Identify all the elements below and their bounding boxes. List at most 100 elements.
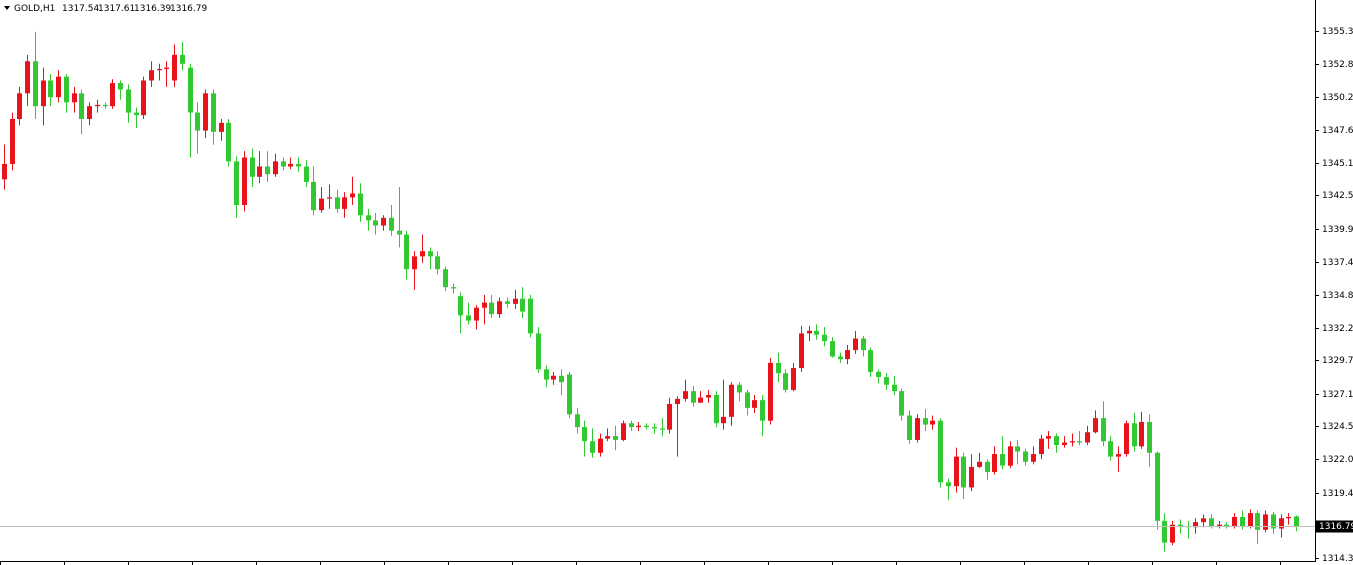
header-low: 1316.39 [134,4,171,14]
candle-body [629,423,634,428]
candle-body [698,397,703,403]
candle-body [675,398,680,404]
price-label: 1316.79 [1319,522,1353,532]
candle-body [1286,516,1291,519]
y-tick-label: 1332.25 [1322,324,1353,334]
candle-body [551,375,556,380]
candle-body [745,392,750,408]
candle-body [1201,518,1206,523]
candle-body [915,418,920,440]
candle-body [714,395,719,424]
candle-body [466,315,471,321]
candle-body [56,76,61,98]
candle-body [342,197,347,209]
candle-body [149,70,154,81]
candle-body [752,400,757,408]
candle-body [1232,516,1237,526]
candle-body [358,193,363,216]
candle-body [1000,454,1005,466]
candle-body [1139,421,1144,447]
candle-body [1108,441,1113,457]
candle-body [103,104,108,107]
price-label-box [1316,520,1353,533]
candle-body [923,418,928,425]
candle-body [350,193,355,198]
candle-body [613,436,618,440]
candle-body [373,220,378,226]
candle-body [598,438,603,453]
candle-body [482,302,487,308]
candle-body [110,83,115,107]
x-ticks [0,561,1281,565]
candle-body [946,482,951,487]
candle-body [2,163,7,180]
candle-body [172,54,177,81]
candle-body [25,61,30,94]
candle-body [164,67,169,69]
candle-body [195,112,200,131]
candle-body [474,307,479,321]
candle-body [930,420,935,425]
candle-body [242,157,247,206]
candle-body [992,454,997,473]
candle-body [451,287,456,289]
y-tick-label: 1347.65 [1322,126,1353,136]
candle-body [180,54,185,64]
candle-body [412,256,417,270]
candle-body [868,350,873,372]
y-tick-label: 1350.25 [1322,93,1353,103]
candle-body [265,166,270,175]
candle-body [853,338,858,351]
candle-body [157,68,162,71]
candle-body [582,427,587,442]
candle-body [729,384,734,417]
candle-body [652,427,657,429]
y-tick-label: 1345.10 [1322,159,1353,169]
candle-body [1178,524,1183,526]
candle-body [319,198,324,211]
candle-body [1209,518,1214,526]
y-tick-label: 1342.55 [1322,191,1353,201]
candle-body [969,466,974,488]
candle-body [636,425,641,428]
candle-body [211,93,216,132]
candle-body [760,400,765,421]
candle-body [1263,514,1268,530]
candle-body [513,298,518,304]
candle-body [1031,454,1036,462]
candle-body [95,104,100,107]
candle-body [977,461,982,467]
candle-body [87,106,92,120]
candle-body [1008,446,1013,466]
candle-body [575,414,580,428]
candle-body [296,163,301,167]
candle-body [706,395,711,398]
candle-body [876,371,881,378]
candle-body [892,384,897,392]
candle-body [1155,452,1160,521]
candle-body [281,161,286,167]
candle-body [118,83,123,90]
candle-body [311,181,316,211]
menu-triangle[interactable] [4,6,10,10]
candle-body [397,230,402,235]
candle-body [72,93,77,103]
candle-body [64,76,69,103]
candle-body [884,377,889,385]
candle-body [1093,418,1098,433]
candle-body [954,456,959,487]
candle-body [605,436,610,439]
candle-body [273,161,278,175]
candle-body [404,234,409,270]
candle-body [1279,518,1284,529]
candle-body [1255,513,1260,530]
y-tick-label: 1339.95 [1322,225,1353,235]
candle-body [721,416,726,424]
candle-body [1217,524,1222,526]
candle-body [567,374,572,415]
candle-body [1124,423,1129,455]
candle-body [621,423,626,440]
candle-body [389,217,394,231]
candle-body [1248,513,1253,526]
